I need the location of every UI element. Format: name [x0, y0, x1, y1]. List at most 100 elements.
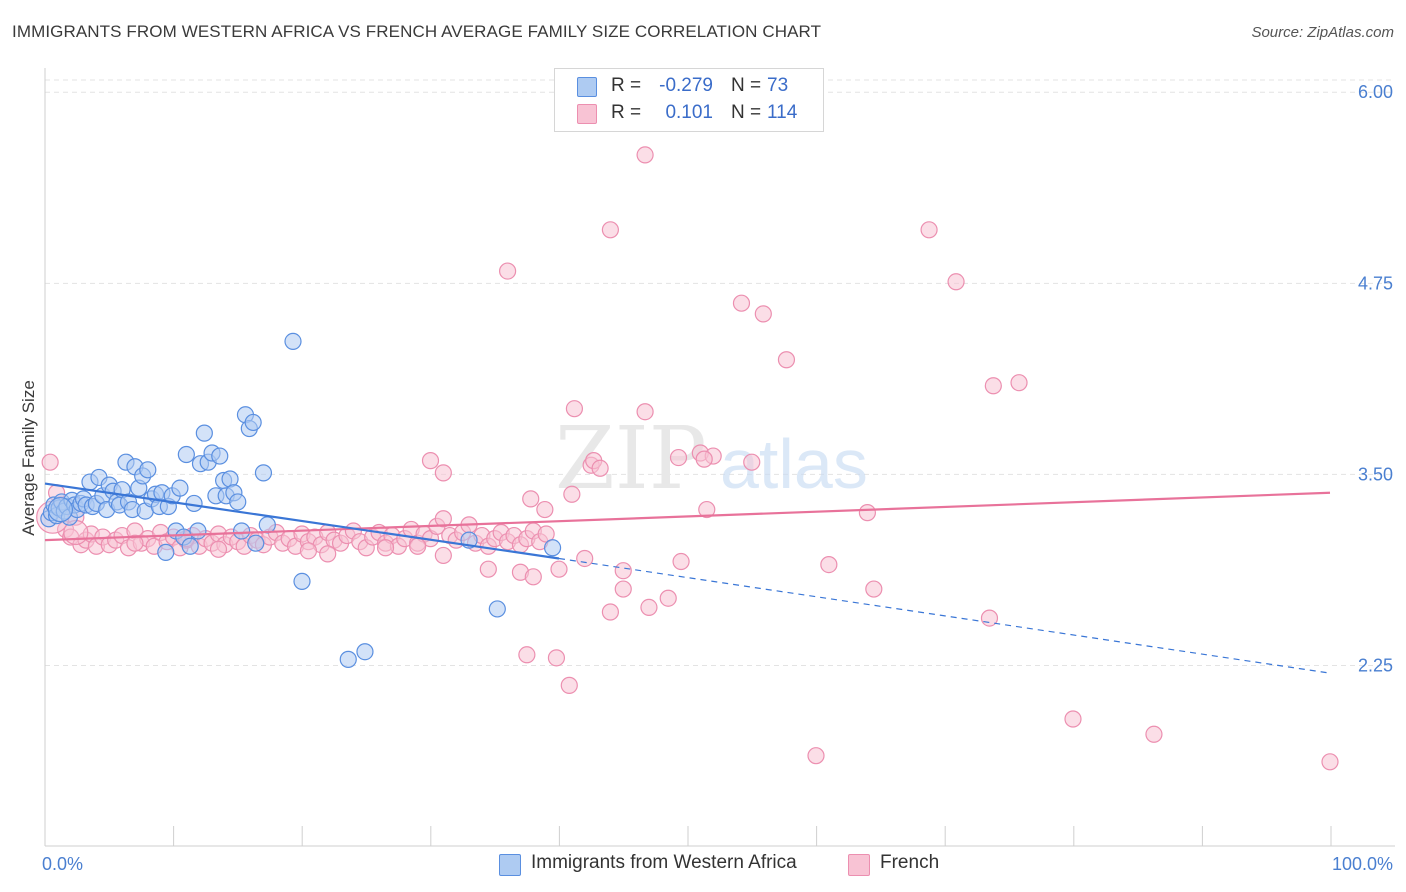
- y-tick-label: 6.00: [1358, 82, 1393, 102]
- source-label: Source: ZipAtlas.com: [1251, 24, 1394, 41]
- western-africa-point: [189, 522, 207, 540]
- french-point: [209, 540, 228, 558]
- french-point: [669, 448, 688, 467]
- french-point: [409, 537, 427, 555]
- french-point: [126, 534, 144, 552]
- french-point: [434, 546, 452, 565]
- french-point: [1321, 753, 1339, 771]
- french-point: [1145, 725, 1163, 743]
- french-point: [319, 545, 337, 563]
- french-point: [659, 589, 677, 607]
- french-point: [421, 452, 440, 470]
- french-point: [698, 500, 716, 519]
- western-africa-point: [233, 522, 251, 540]
- western-africa-point: [244, 413, 262, 432]
- french-point: [524, 568, 542, 586]
- western-africa-point: [247, 534, 265, 552]
- legend-r-value: -0.279: [659, 75, 713, 96]
- x-tick-label: 100.0%: [1332, 854, 1393, 874]
- french-point: [777, 351, 796, 369]
- french-point: [547, 649, 566, 667]
- french-point: [743, 453, 761, 471]
- trend-lines: [44, 482, 1331, 674]
- legend-r-label: R =: [611, 102, 642, 123]
- western-africa-trend-line: [44, 482, 560, 560]
- western-africa-point: [258, 516, 276, 534]
- french-point: [550, 560, 568, 578]
- french-point: [41, 453, 59, 471]
- western-africa-point: [293, 572, 311, 591]
- french-point: [947, 273, 965, 291]
- french-point: [576, 549, 594, 568]
- french-point: [434, 464, 452, 482]
- western-africa-point: [195, 424, 213, 442]
- french-point: [732, 294, 751, 312]
- western-africa-point: [177, 445, 195, 464]
- french-point: [636, 146, 654, 164]
- french-point: [614, 562, 632, 580]
- correlation-legend: R = -0.279 N = 73 R = 0.101 N = 114: [554, 68, 824, 132]
- western-africa-trend-extension: [558, 557, 1331, 674]
- french-point: [522, 490, 540, 508]
- legend-n-value: 73: [767, 75, 789, 96]
- french-point: [636, 403, 654, 421]
- french-point: [601, 221, 620, 239]
- french-point: [984, 377, 1002, 395]
- french-trend-line: [44, 491, 1331, 542]
- french-point: [754, 305, 772, 323]
- french-point: [565, 400, 584, 418]
- western-africa-point: [543, 539, 562, 557]
- western-africa-point: [356, 643, 374, 661]
- french-point: [591, 459, 609, 477]
- western-africa-point: [229, 493, 247, 511]
- western-africa-point: [339, 650, 357, 668]
- french-point: [672, 552, 690, 571]
- french-point: [920, 221, 938, 239]
- legend-swatch-blue: [577, 77, 597, 97]
- french-point: [807, 747, 825, 765]
- western-africa-point: [47, 496, 74, 523]
- western-africa-point: [254, 464, 273, 482]
- french-point: [640, 598, 658, 616]
- western-africa-point: [157, 543, 175, 561]
- french-point: [1010, 374, 1028, 392]
- french-point: [537, 525, 555, 543]
- western-africa-point: [211, 447, 229, 465]
- x-tick-label: 0.0%: [42, 854, 83, 874]
- french-point: [563, 485, 581, 503]
- legend-r-value: 0.101: [665, 102, 713, 123]
- chart-title: IMMIGRANTS FROM WESTERN AFRICA VS FRENCH…: [12, 22, 822, 41]
- western-africa-point: [139, 461, 157, 479]
- french-point: [695, 450, 713, 468]
- legend-n-label: N =: [731, 75, 762, 96]
- gridlines: [45, 79, 1395, 666]
- french-point: [434, 510, 452, 528]
- french-point: [479, 560, 497, 578]
- french-point: [1064, 710, 1082, 728]
- y-axis-label: Average Family Size: [19, 380, 38, 536]
- western-africa-point: [488, 600, 506, 618]
- french-point: [536, 500, 554, 519]
- french-point: [865, 580, 883, 598]
- french-point: [858, 504, 877, 522]
- tick-labels: 2.25 3.50 4.75 6.00 0.0% 100.0%: [42, 82, 1393, 874]
- french-point: [376, 539, 395, 557]
- french-point: [601, 603, 620, 621]
- legend-r-label: R =: [611, 75, 642, 96]
- western-africa-point: [171, 479, 189, 497]
- french-point: [614, 580, 632, 598]
- legend-n-value: 114: [767, 102, 798, 123]
- legend-swatch-blue: [499, 854, 521, 876]
- legend-label: Immigrants from Western Africa: [531, 852, 797, 873]
- y-tick-label: 2.25: [1358, 655, 1393, 675]
- legend-swatch-pink: [577, 104, 597, 124]
- legend-label: French: [880, 852, 940, 873]
- french-point: [499, 262, 517, 280]
- french-point: [518, 646, 536, 664]
- legend-swatch-pink: [848, 854, 870, 876]
- y-tick-label: 3.50: [1358, 464, 1393, 484]
- y-tick-label: 4.75: [1358, 273, 1393, 293]
- french-point: [820, 555, 838, 574]
- french-point: [299, 542, 318, 560]
